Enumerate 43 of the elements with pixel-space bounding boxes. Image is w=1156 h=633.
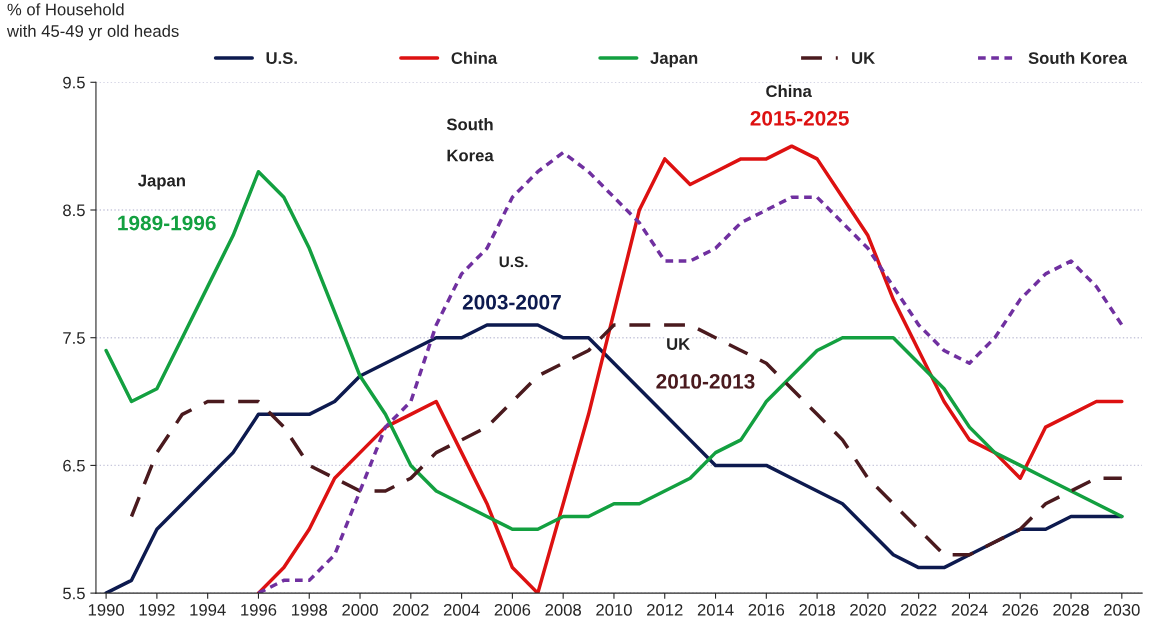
x-tick-label: 2016 [748,603,785,616]
y-tick-label: 8.5 [63,204,85,217]
legend-label: South Korea [1028,51,1128,64]
x-tick-label: 1990 [88,603,124,616]
x-tick-label: 2022 [900,603,937,616]
x-tick-label: 2002 [393,603,429,616]
legend-label: China [451,51,498,64]
legend-label: Japan [650,52,698,68]
annotation: 1989-1996 [118,215,216,231]
annotation: 2010-2013 [656,374,755,389]
x-tick-label: 2020 [850,603,886,616]
y-tick-label: 5.5 [63,587,85,600]
annotation: South Korea [446,118,494,162]
x-tick-label: 2010 [596,603,632,616]
y-tick-label: 6.5 [63,459,85,472]
annotation: 2003-2007 [462,294,561,310]
annotation: U.S. [499,256,528,268]
annotation: China [766,84,812,98]
x-tick-label: 1992 [139,603,175,616]
y-tick-label: 7.5 [63,332,85,344]
line-series [129,323,1124,557]
annotation: Japan [138,174,185,190]
line-series [104,169,1124,532]
x-tick-label: 1996 [241,603,277,616]
x-tick-label: 2004 [443,603,480,616]
y-tick-label: 9.5 [63,76,85,89]
annotation: UK [667,338,691,350]
x-tick-label: 2030 [1104,603,1140,616]
legend-label: UK [852,52,876,64]
x-tick-label: 2026 [1002,603,1039,616]
x-tick-label: 2000 [342,603,378,616]
x-tick-label: 2024 [951,603,988,616]
x-tick-label: 2008 [545,603,581,616]
annotation: 2015-2025 [750,110,849,126]
y-axis-title: % of Household with 45-49 yr old heads [6,3,179,41]
x-tick-label: 2018 [799,603,835,616]
x-tick-label: 2012 [647,603,683,616]
x-tick-label: 1998 [291,603,328,616]
x-tick-label: 2006 [494,603,531,616]
x-tick-label: 1994 [190,603,226,616]
x-tick-label: 2014 [697,603,734,616]
x-tick-label: 2028 [1053,603,1089,616]
legend-label: U.S. [266,52,297,64]
